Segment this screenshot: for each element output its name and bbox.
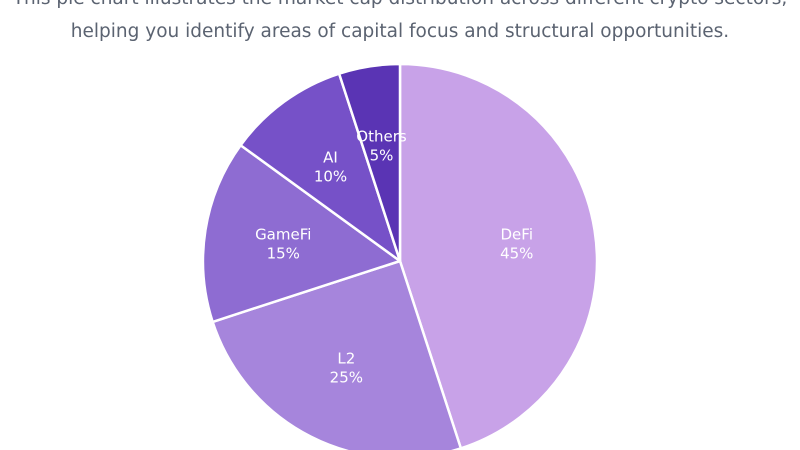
slice-value-defi: 45% [500, 245, 533, 263]
pie-slice-l2 [211, 259, 463, 450]
slice-value-l2: 25% [330, 368, 363, 386]
slice-label-others: Others [356, 127, 407, 145]
chart-description: This pie chart illustrates the market ca… [13, 0, 788, 42]
slice-value-ai: 10% [314, 167, 347, 185]
slice-label-ai: AI [323, 148, 338, 166]
slice-label-defi: DeFi [501, 226, 533, 244]
pie-slice-ai [239, 72, 402, 263]
pie-slice-defi [398, 62, 599, 450]
slice-label-gamefi: GameFi [255, 226, 311, 244]
slice-label-l2: L2 [337, 349, 355, 367]
pie-slice-gamefi [201, 143, 402, 324]
pie-slice-others [337, 62, 402, 263]
slice-value-others: 5% [370, 146, 394, 164]
slice-value-gamefi: 15% [267, 245, 300, 263]
